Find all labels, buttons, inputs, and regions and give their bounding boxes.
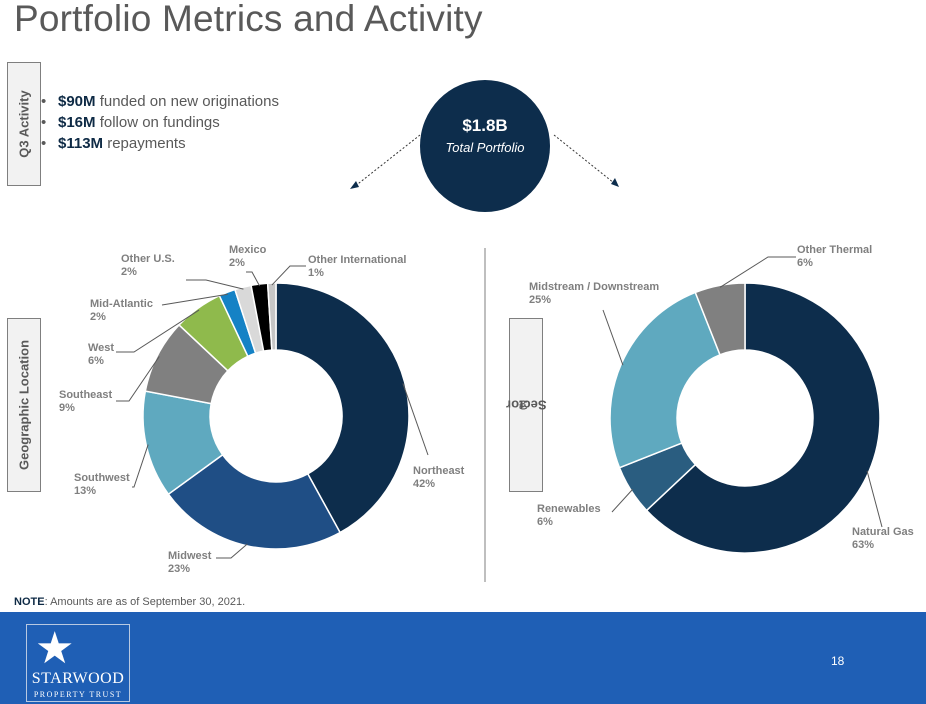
slice-value-label: 25% xyxy=(529,294,551,306)
slice-value-label: 1% xyxy=(308,267,324,279)
activity-item: $113M repayments xyxy=(41,133,279,154)
q3-activity-tab: Q3 Activity xyxy=(7,62,41,186)
page-number: 18 xyxy=(831,654,845,668)
slice-northeast xyxy=(275,282,410,534)
slice-value-label: 2% xyxy=(121,266,137,278)
slice-label: Southwest xyxy=(74,472,130,484)
leader-line xyxy=(719,256,796,288)
footer-bar xyxy=(0,612,926,704)
slice-value-label: 2% xyxy=(229,257,245,269)
leader-line xyxy=(246,271,261,287)
leader-line xyxy=(402,383,429,456)
slice-label: Mid-Atlantic xyxy=(90,298,153,310)
total-portfolio-circle: $1.8B Total Portfolio xyxy=(420,80,550,212)
activity-item: $90M funded on new originations xyxy=(41,91,279,112)
leader-line xyxy=(161,293,228,306)
slice-value-label: 9% xyxy=(59,402,75,414)
slice-natural-gas xyxy=(645,282,881,554)
slice-value-label: 6% xyxy=(537,516,553,528)
sector-tab: Sector (6) xyxy=(506,318,546,492)
total-portfolio-label: Total Portfolio xyxy=(445,140,525,155)
slice-label: Northeast xyxy=(413,465,465,477)
slice-label: Midwest xyxy=(168,550,212,562)
slice-label: Other Thermal xyxy=(797,244,872,256)
geographic-location-tab: Geographic Location xyxy=(7,318,41,492)
slice-value-label: 42% xyxy=(413,478,435,490)
activity-item: $16M follow on fundings xyxy=(41,112,279,133)
slice-midstream-downstream xyxy=(609,291,721,469)
slice-label: Renewables xyxy=(537,503,601,515)
slice-value-label: 23% xyxy=(168,563,190,575)
leader-line xyxy=(271,265,306,286)
slice-value-label: 6% xyxy=(797,257,813,269)
leader-line xyxy=(186,279,244,290)
leader-line xyxy=(116,309,200,353)
total-portfolio-value: $1.8B xyxy=(462,116,508,135)
slice-label: Natural Gas xyxy=(852,526,914,538)
slice-other-thermal xyxy=(694,282,746,356)
arrow-head-left xyxy=(350,181,359,189)
slice-label: Other U.S. xyxy=(121,253,175,265)
footnote: NOTE: Amounts are as of September 30, 20… xyxy=(14,596,246,608)
slice-midwest xyxy=(167,453,342,550)
leader-line xyxy=(611,488,634,513)
sector-donut xyxy=(609,282,881,554)
slice-value-label: 63% xyxy=(852,539,874,551)
arrow-line-right xyxy=(553,134,615,184)
leader-line xyxy=(216,543,248,559)
leader-line xyxy=(132,444,149,488)
leader-line xyxy=(116,356,160,402)
slice-label: West xyxy=(88,342,114,354)
slice-other-international xyxy=(266,282,277,351)
slice-label: Mexico xyxy=(229,244,267,256)
activity-list: $90M funded on new originations $16M fol… xyxy=(41,91,279,154)
arrow-line-left xyxy=(353,134,421,188)
slice-value-label: 2% xyxy=(90,311,106,323)
star-icon: ★ xyxy=(35,624,75,673)
leader-line xyxy=(866,470,883,528)
leader-line xyxy=(602,309,624,366)
slice-value-label: 6% xyxy=(88,355,104,367)
page-title: Portfolio Metrics and Activity xyxy=(14,0,483,39)
geo-donut xyxy=(142,282,410,550)
starwood-logo: ★ STARWOOD PROPERTY TRUST xyxy=(26,624,130,702)
slice-value-label: 13% xyxy=(74,485,96,497)
slice-label: Midstream / Downstream xyxy=(529,281,659,293)
arrow-head-right xyxy=(611,178,619,187)
slice-label: Other International xyxy=(308,254,406,266)
slice-label: Southeast xyxy=(59,389,113,401)
